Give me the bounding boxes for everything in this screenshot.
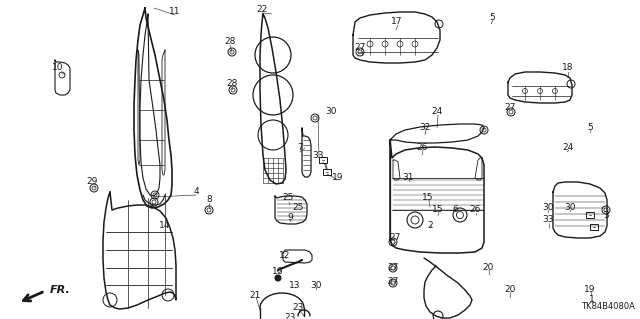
Text: 5: 5 <box>587 123 593 132</box>
Text: 9: 9 <box>287 213 293 222</box>
Text: 31: 31 <box>403 174 413 182</box>
Text: 29: 29 <box>86 177 98 187</box>
Text: 10: 10 <box>52 63 64 72</box>
Text: 22: 22 <box>257 5 268 14</box>
Text: 3: 3 <box>603 211 609 219</box>
Text: 17: 17 <box>391 18 403 26</box>
Text: 25: 25 <box>282 194 294 203</box>
Text: 26: 26 <box>416 144 428 152</box>
Text: 30: 30 <box>325 108 337 116</box>
Bar <box>319 157 327 163</box>
Text: FR.: FR. <box>50 285 71 295</box>
Text: 20: 20 <box>504 286 516 294</box>
Text: TK84B4080A: TK84B4080A <box>581 302 635 311</box>
Text: 13: 13 <box>289 280 301 290</box>
Text: 27: 27 <box>355 43 365 53</box>
Bar <box>590 224 598 230</box>
Text: 1: 1 <box>323 164 329 173</box>
Text: 8: 8 <box>206 196 212 204</box>
Text: 27: 27 <box>387 278 399 286</box>
Text: 27: 27 <box>387 263 399 272</box>
Text: 6: 6 <box>452 205 458 214</box>
Text: 5: 5 <box>489 13 495 23</box>
Text: 28: 28 <box>224 38 236 47</box>
Text: 16: 16 <box>272 268 284 277</box>
Text: 33: 33 <box>542 216 554 225</box>
Text: 12: 12 <box>279 251 291 261</box>
Text: 27: 27 <box>389 234 401 242</box>
Text: 7: 7 <box>297 144 303 152</box>
Bar <box>323 169 331 175</box>
Text: 20: 20 <box>483 263 493 272</box>
Text: 32: 32 <box>419 123 431 132</box>
Bar <box>586 212 594 218</box>
Text: 26: 26 <box>469 205 481 214</box>
Text: 19: 19 <box>584 286 596 294</box>
Text: 15: 15 <box>422 194 434 203</box>
Text: 30: 30 <box>310 280 322 290</box>
Text: 18: 18 <box>563 63 573 72</box>
Text: 21: 21 <box>250 291 260 300</box>
Text: 28: 28 <box>227 79 237 88</box>
Text: 15: 15 <box>432 205 444 214</box>
Text: 11: 11 <box>169 8 180 17</box>
Text: 23: 23 <box>284 314 296 319</box>
Text: 19: 19 <box>332 174 344 182</box>
Text: 24: 24 <box>431 108 443 116</box>
Text: 30: 30 <box>542 204 554 212</box>
Text: 2: 2 <box>427 220 433 229</box>
Text: 23: 23 <box>292 303 304 313</box>
Circle shape <box>275 275 281 281</box>
Text: 4: 4 <box>193 188 199 197</box>
Text: 27: 27 <box>504 103 516 113</box>
Text: 14: 14 <box>159 220 171 229</box>
Text: 1: 1 <box>589 295 595 305</box>
Text: 24: 24 <box>563 144 573 152</box>
Text: 25: 25 <box>292 204 304 212</box>
Text: 33: 33 <box>312 151 324 160</box>
Text: 30: 30 <box>564 204 576 212</box>
